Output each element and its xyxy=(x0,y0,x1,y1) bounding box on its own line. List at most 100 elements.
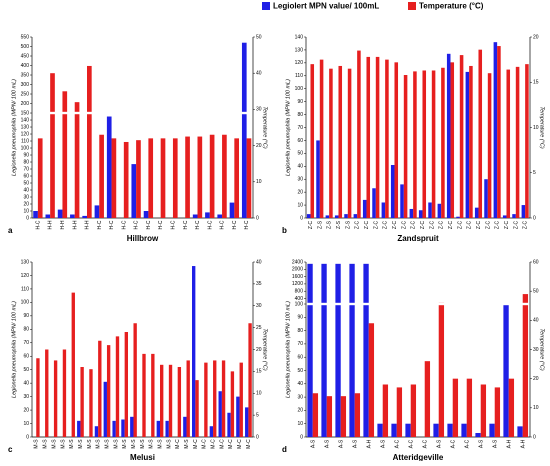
bar xyxy=(70,214,75,218)
x-tick-label: H-C xyxy=(97,220,103,229)
x-tick-label: H-H xyxy=(85,220,91,229)
x-tick-label: H-C xyxy=(244,220,250,229)
y-tick-label: 70 xyxy=(23,166,29,172)
x-tick-label: A-H xyxy=(366,439,372,448)
x-tick-label: A-S xyxy=(436,439,442,448)
x-tick-label: M-S xyxy=(122,439,128,449)
x-tick-label: M-C xyxy=(193,439,199,449)
bar xyxy=(229,202,235,218)
y2-tick-label: 0 xyxy=(256,215,259,221)
bar xyxy=(124,332,129,437)
bar xyxy=(136,140,141,218)
y-tick-label: 70 xyxy=(297,341,303,347)
x-tick-label: M-S xyxy=(87,439,93,449)
y-tick-label: 30 xyxy=(23,194,29,200)
x-tick-label: H-H xyxy=(72,220,78,229)
x-tick-label: Z-C xyxy=(467,220,473,229)
bar xyxy=(307,263,313,437)
bar xyxy=(431,70,436,218)
axis-break xyxy=(33,111,252,115)
bar xyxy=(130,416,134,437)
x-tick-label: A-S xyxy=(338,439,344,448)
y2-tick-label: 0 xyxy=(533,434,536,440)
y2-tick-label: 10 xyxy=(256,179,262,185)
bar xyxy=(172,138,178,218)
y-tick-label: 10 xyxy=(297,202,303,208)
x-tick-label: A-S xyxy=(492,439,498,448)
bar xyxy=(405,423,411,437)
bar xyxy=(403,75,408,218)
bar xyxy=(121,419,125,437)
y-tick-label: 50 xyxy=(297,368,303,374)
bar xyxy=(456,216,460,218)
y-axis-title: Legionella pneumophila (MPN/ 100 mL) xyxy=(285,301,291,398)
bar xyxy=(340,396,347,437)
bar xyxy=(321,263,327,437)
y-tick-label: 400 xyxy=(21,63,30,69)
y2-tick-label: 0 xyxy=(256,434,259,440)
y-tick-label: 50 xyxy=(297,151,303,157)
bar xyxy=(53,360,58,437)
x-tick-label: M-C xyxy=(237,439,243,449)
y2-tick-label: 0 xyxy=(533,215,536,221)
bar xyxy=(33,211,38,218)
x-tick-label: Z-C xyxy=(476,220,482,229)
bar xyxy=(375,56,380,218)
bar xyxy=(160,138,166,218)
x-tick-label: M-S xyxy=(166,439,172,449)
y2-tick-label: 20 xyxy=(256,347,262,353)
x-tick-label: M-C xyxy=(228,439,234,449)
y-tick-label: 40 xyxy=(23,187,29,193)
x-tick-label: Z-C xyxy=(373,220,379,229)
x-tick-label: M-S xyxy=(131,439,137,449)
bar xyxy=(209,134,215,218)
x-tick-label: Z-C xyxy=(308,220,314,229)
bar xyxy=(385,59,389,218)
x-tick-label: M-S xyxy=(34,439,40,449)
y-tick-label: 60 xyxy=(297,138,303,144)
y-tick-label: 130 xyxy=(21,259,30,265)
bar xyxy=(156,420,161,437)
bar xyxy=(111,138,117,218)
y-tick-label: 350 xyxy=(21,72,30,78)
bar xyxy=(217,214,223,218)
x-tick-label: M-S xyxy=(149,439,155,449)
y-axis-title: Legionella pneumophila (MPN/ 100 mL) xyxy=(11,301,17,398)
bar xyxy=(112,420,116,437)
y2-tick-label: 50 xyxy=(533,288,539,294)
chart-title: Melusi xyxy=(130,453,155,461)
x-tick-label: A-S xyxy=(310,439,316,448)
y-tick-label: 150 xyxy=(21,110,30,116)
y-tick-label: 120 xyxy=(21,273,30,279)
y2-tick-label: 5 xyxy=(533,170,536,176)
y-tick-label: 40 xyxy=(297,381,303,387)
y-tick-label: 50 xyxy=(23,180,29,186)
y-tick-label: 130 xyxy=(21,124,30,130)
x-tick-label: H-H xyxy=(60,220,66,229)
y-tick-label: 110 xyxy=(21,138,29,144)
bar xyxy=(493,42,498,218)
bar xyxy=(204,362,208,437)
y-tick-label: 10 xyxy=(23,421,29,427)
y-tick-label: 1600 xyxy=(292,274,303,280)
y-tick-label: 300 xyxy=(21,82,30,88)
x-tick-label: M-S xyxy=(140,439,146,449)
bar xyxy=(221,360,226,437)
legend-label: Legiolert MPN value/ 100mL xyxy=(273,2,379,11)
x-tick-label: M-C xyxy=(202,439,208,449)
bar xyxy=(106,116,112,218)
y2-tick-label: 50 xyxy=(256,34,262,40)
y-tick-label: 80 xyxy=(297,328,303,334)
bar xyxy=(99,134,104,218)
x-tick-label: M-S xyxy=(78,439,84,449)
x-tick-label: A-C xyxy=(422,439,428,448)
bar xyxy=(362,199,367,218)
y-tick-label: 30 xyxy=(297,177,303,183)
bar xyxy=(230,371,235,437)
x-tick-label: H-C xyxy=(232,220,238,229)
bar xyxy=(218,391,222,437)
bar xyxy=(186,360,190,437)
x-tick-label: Z-C xyxy=(495,220,501,229)
bar xyxy=(62,91,68,218)
x-tick-label: Z-C xyxy=(448,220,454,229)
